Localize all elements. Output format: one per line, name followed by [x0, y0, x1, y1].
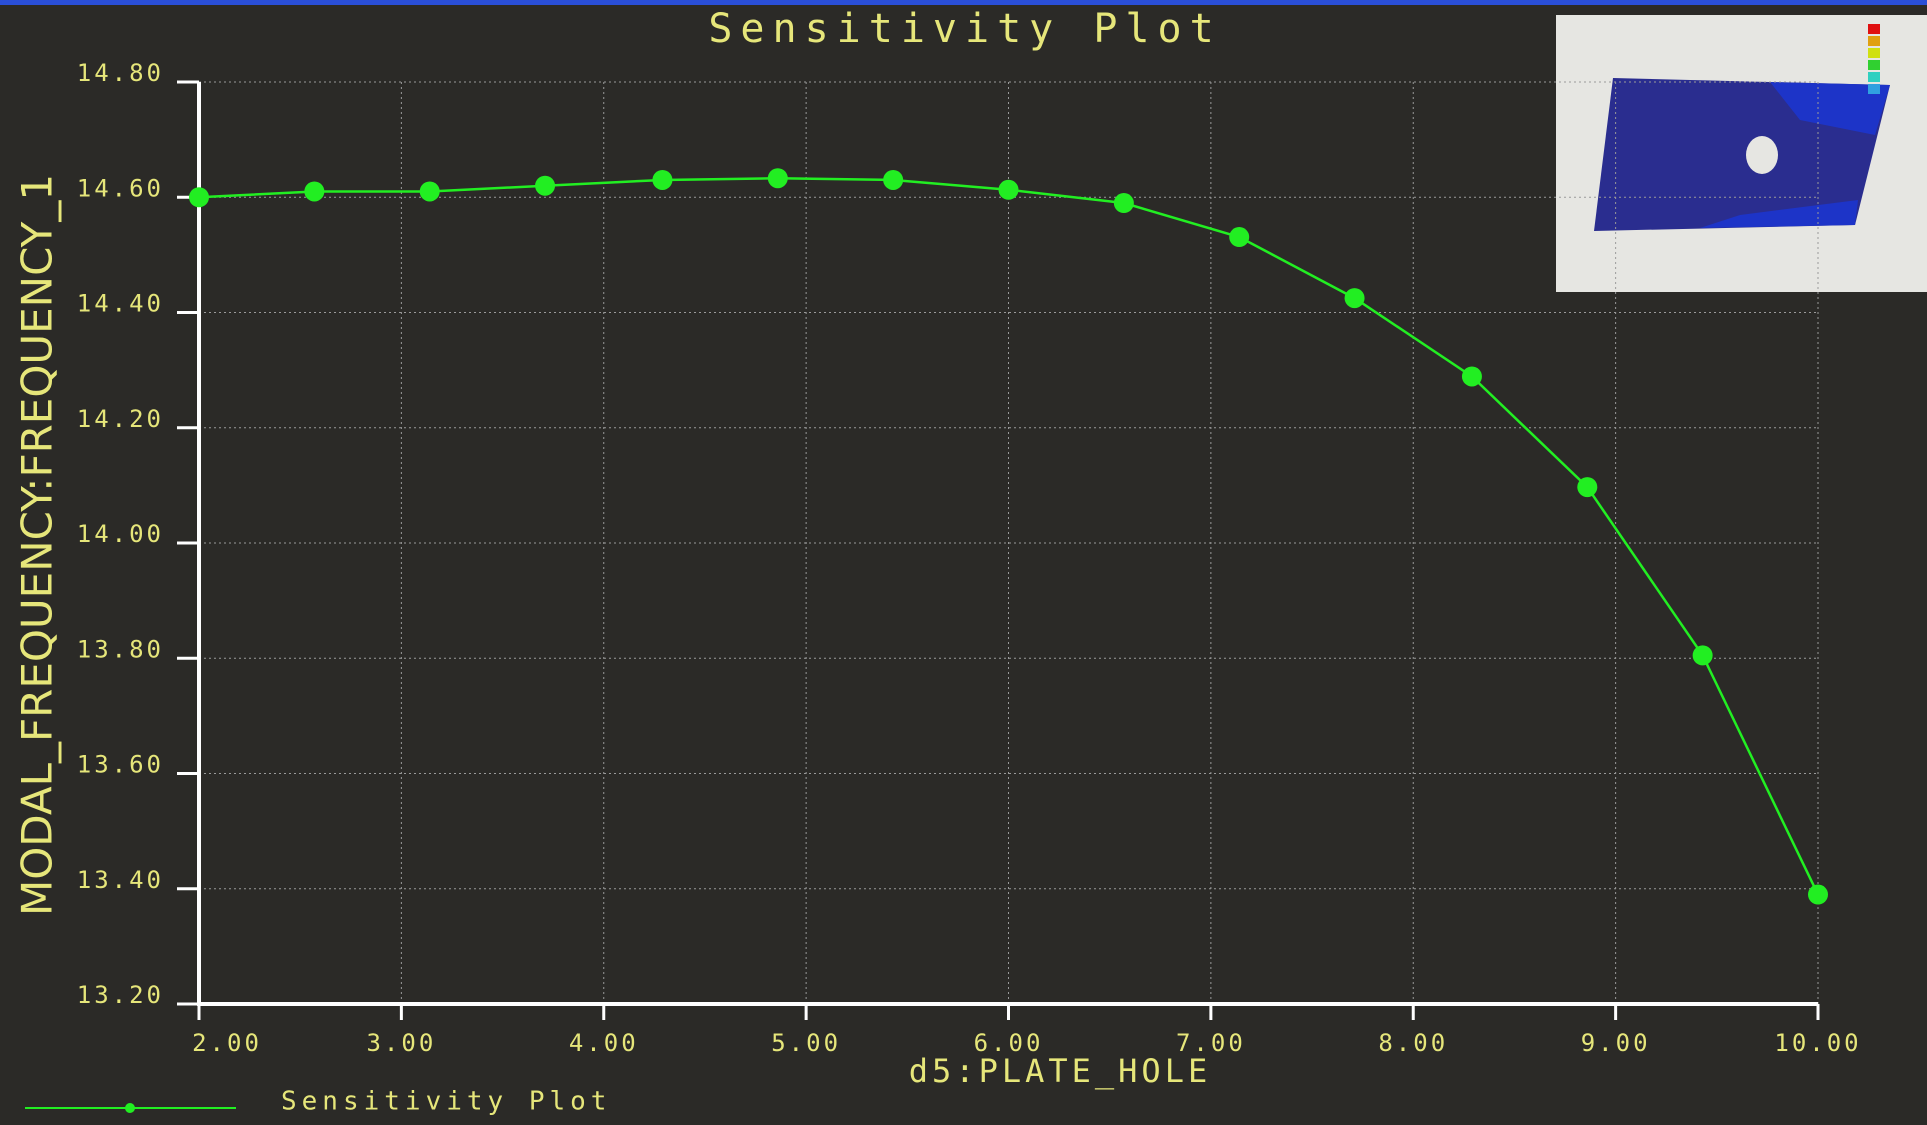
x-tick-label: 8.00 [1378, 1029, 1448, 1057]
data-point [1345, 288, 1365, 308]
window-border [0, 0, 1927, 5]
y-tick-label: 13.60 [77, 751, 164, 779]
data-point [1577, 477, 1597, 497]
x-tick-label: 7.00 [1176, 1029, 1246, 1057]
y-tick-label: 14.80 [77, 59, 164, 87]
data-point [1462, 366, 1482, 386]
data-point [189, 187, 209, 207]
chart: Sensitivity Plot d5:PLATE_HOLE MODAL_FRE… [0, 0, 1927, 1125]
legend-label: Sensitivity Plot [281, 1087, 611, 1117]
y-tick-label: 13.20 [77, 981, 164, 1009]
legend-marker [125, 1103, 135, 1113]
x-tick-label: 9.00 [1581, 1029, 1651, 1057]
x-axis-label: d5:PLATE_HOLE [909, 1052, 1211, 1090]
data-point [652, 170, 672, 190]
y-tick-label: 14.20 [77, 405, 164, 433]
x-tick-label: 10.00 [1774, 1029, 1861, 1057]
data-point [1808, 885, 1828, 905]
data-point [768, 168, 788, 188]
data-point [999, 180, 1019, 200]
data-point [1693, 645, 1713, 665]
y-tick-label: 14.00 [77, 520, 164, 548]
model-thumbnail [1556, 15, 1927, 292]
x-tick-label: 5.00 [771, 1029, 841, 1057]
chart-title: Sensitivity Plot [708, 6, 1221, 52]
data-point [1114, 193, 1134, 213]
data-point [304, 181, 324, 201]
x-tick-label: 6.00 [974, 1029, 1044, 1057]
y-tick-label: 13.40 [77, 866, 164, 894]
x-tick-label: 2.00 [192, 1029, 262, 1057]
data-point [883, 170, 903, 190]
data-point [535, 176, 555, 196]
data-point [1229, 227, 1249, 247]
x-tick-label: 4.00 [569, 1029, 639, 1057]
x-tick-label: 3.00 [366, 1029, 436, 1057]
y-tick-label: 13.80 [77, 635, 164, 663]
y-tick-label: 14.60 [77, 174, 164, 202]
data-point [420, 181, 440, 201]
y-tick-label: 14.40 [77, 290, 164, 318]
y-axis-label: MODAL_FREQUENCY:FREQUENCY_1 [13, 174, 62, 916]
